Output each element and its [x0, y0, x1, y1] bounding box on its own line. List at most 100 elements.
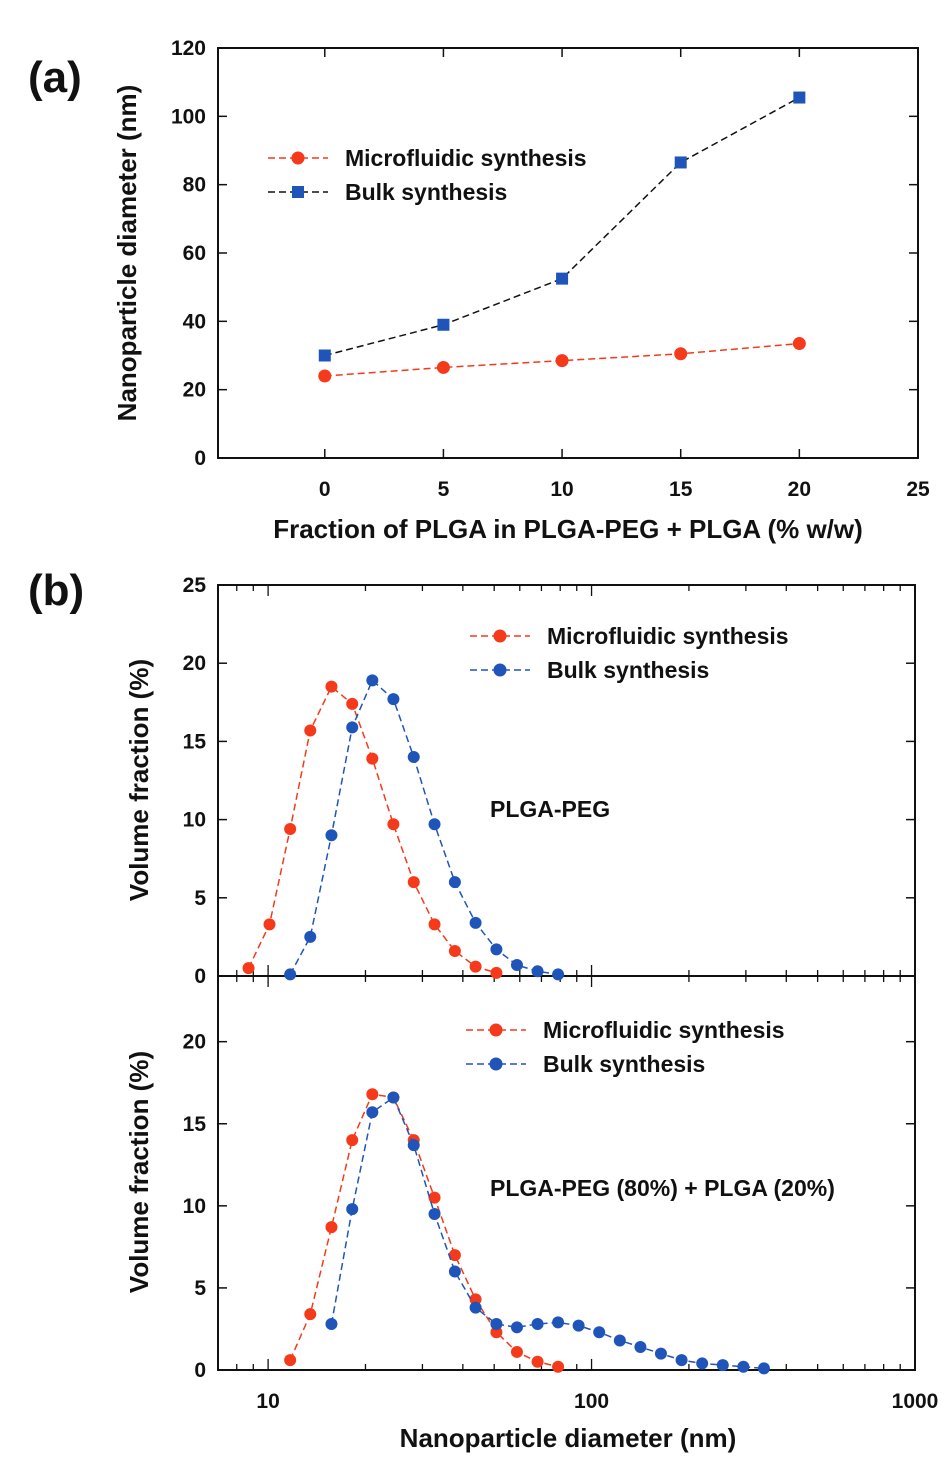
a-y-tick-label: 20	[183, 379, 206, 402]
b2-y-tick-label: 5	[194, 1277, 206, 1300]
a-y-tick-label: 60	[183, 242, 206, 265]
b1-bulk-point	[387, 693, 400, 706]
a-bulk-point	[437, 318, 450, 331]
panel-b1-legend: Microfluidic synthesis Bulk synthesis	[470, 623, 789, 683]
b2-bulk-point	[387, 1091, 400, 1104]
a-x-tick-label: 25	[906, 478, 930, 501]
b2-bulk-point	[737, 1360, 750, 1373]
b2-microfluidic-point	[531, 1355, 544, 1368]
b2-bulk-point	[510, 1321, 523, 1334]
a-y-tick-label: 80	[183, 174, 206, 197]
b2-bulk-point	[675, 1354, 688, 1367]
a-bulk-point	[793, 91, 806, 104]
a-microfluidic-point	[792, 337, 806, 351]
panel-b: (b) 10 100 1000 0 5 10 15 20 25 0 5 10 15 20 Volume f…	[28, 566, 938, 1453]
a-x-tick-label: 5	[438, 478, 450, 501]
b2-y-tick-label: 20	[183, 1031, 206, 1054]
panel-a-y-axis-label: Nanoparticle diameter (nm)	[112, 85, 142, 422]
b2-bulk-point	[757, 1362, 770, 1375]
b1-bulk-point	[428, 818, 441, 831]
b2-bulk-point	[407, 1139, 420, 1152]
b2-bulk-point	[654, 1347, 667, 1360]
b1-microfluidic-point	[490, 966, 503, 979]
a-x-tick-label: 10	[550, 478, 573, 501]
panel-a-x-axis-label: Fraction of PLGA in PLGA-PEG + PLGA (% w…	[273, 514, 863, 544]
b2-bulk-point	[346, 1203, 359, 1216]
panel-a-frame	[217, 47, 919, 459]
b2-bulk-point	[448, 1265, 461, 1278]
b2-bulk-point	[531, 1318, 544, 1331]
b1-y-tick-label: 15	[183, 730, 207, 753]
b-x-tick-label: 10	[256, 1390, 279, 1413]
b2-microfluidic-point	[325, 1221, 338, 1234]
b2-bulk-point	[490, 1318, 503, 1331]
legend-b2-microfluidic-label: Microfluidic synthesis	[543, 1017, 785, 1043]
b2-y-tick-label: 0	[194, 1359, 206, 1382]
a-x-tick-label: 20	[788, 478, 811, 501]
legend-b1-bulk-label: Bulk synthesis	[547, 657, 709, 683]
a-x-tick-label: 0	[319, 478, 331, 501]
b2-bulk-point	[634, 1341, 647, 1354]
a-y-tick-label: 100	[171, 105, 206, 128]
b1-y-tick-label: 25	[183, 574, 207, 597]
a-microfluidic-point	[555, 354, 569, 368]
b2-series-line-microfluidic	[289, 1093, 559, 1368]
b1-y-tick-label: 10	[183, 809, 206, 832]
b2-bulk-point	[469, 1301, 482, 1314]
a-y-tick-label: 0	[194, 447, 206, 470]
panel-b2-y-axis-label: Volume fraction (%)	[124, 1051, 154, 1293]
a-microfluidic-point	[436, 360, 450, 374]
b1-bulk-point	[304, 930, 317, 943]
b1-bulk-point	[407, 751, 420, 764]
b1-bulk-point	[284, 968, 297, 981]
b1-microfluidic-point	[304, 724, 317, 737]
b1-y-tick-label: 20	[183, 652, 206, 675]
a-microfluidic-point	[674, 347, 688, 361]
b1-bulk-point	[552, 968, 565, 981]
b1-series-line-bulk	[289, 679, 559, 976]
b1-y-tick-label: 5	[194, 887, 206, 910]
a-bulk-point	[318, 349, 331, 362]
b1-microfluidic-point	[387, 818, 400, 831]
panel-b2-legend: Microfluidic synthesis Bulk synthesis	[466, 1017, 785, 1077]
panel-b-label: (b)	[28, 566, 84, 615]
legend-a-microfluidic-label: Microfluidic synthesis	[345, 145, 587, 171]
b2-bulk-point	[593, 1326, 606, 1339]
panel-b2-plot	[284, 1088, 770, 1375]
b2-microfluidic-point	[304, 1308, 317, 1321]
legend-a-red-marker	[291, 151, 305, 165]
a-bulk-point	[556, 272, 569, 285]
b2-bulk-point	[696, 1357, 709, 1370]
b1-microfluidic-point	[284, 822, 297, 835]
b2-microfluidic-point	[510, 1345, 523, 1358]
panel-b-ticks: 10 100 1000 0 5 10 15 20 25 0 5 10 15 20	[183, 574, 939, 1413]
b1-bulk-point	[531, 965, 544, 978]
b1-y-tick-label: 0	[194, 965, 206, 988]
b1-microfluidic-point	[346, 697, 359, 710]
b2-bulk-point	[428, 1208, 441, 1221]
legend-b1-microfluidic-label: Microfluidic synthesis	[547, 623, 789, 649]
b1-microfluidic-point	[263, 918, 276, 931]
b-x-tick-label: 1000	[892, 1390, 939, 1413]
panel-b-frame	[217, 584, 916, 1371]
a-series-line-bulk	[324, 96, 800, 357]
b1-bulk-point	[366, 674, 379, 687]
panel-b1-annotation: PLGA-PEG	[490, 796, 610, 822]
b1-bulk-point	[448, 876, 461, 889]
legend-a-blue-marker	[292, 186, 304, 198]
b1-microfluidic-point	[242, 962, 255, 975]
b2-series-line-bulk	[330, 1096, 765, 1370]
b1-microfluidic-point	[366, 752, 379, 765]
b2-microfluidic-point	[448, 1249, 461, 1262]
b2-bulk-point	[716, 1359, 729, 1372]
b-x-tick-label: 100	[574, 1390, 609, 1413]
b1-bulk-point	[325, 829, 338, 842]
b1-microfluidic-point	[448, 944, 461, 957]
b2-microfluidic-point	[366, 1088, 379, 1101]
panel-a-ticks: 0 5 10 15 20 25 0 20 40 60 80 100 120	[171, 37, 930, 501]
legend-b2-blue-marker	[489, 1057, 503, 1071]
b1-bulk-point	[490, 943, 503, 956]
b1-bulk-point	[469, 916, 482, 929]
b1-bulk-point	[346, 721, 359, 734]
b2-bulk-point	[613, 1334, 626, 1347]
